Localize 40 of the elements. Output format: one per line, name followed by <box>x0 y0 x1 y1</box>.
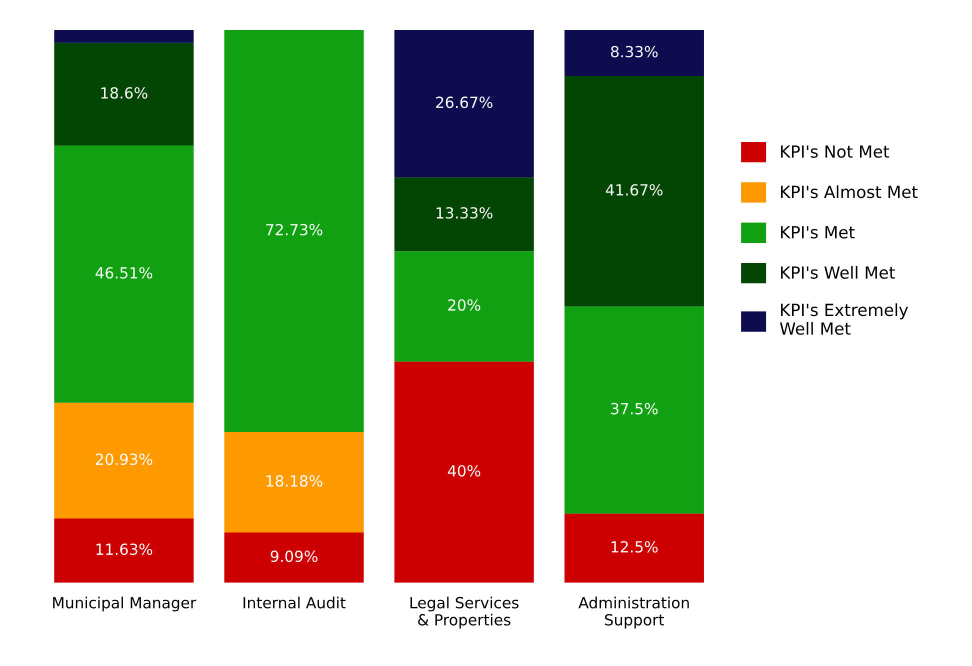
data-label: 20.93% <box>96 453 152 466</box>
data-label: 37.5% <box>611 402 658 414</box>
data-label: 20% <box>448 299 480 311</box>
bar <box>564 306 704 514</box>
x-tick-label: Municipal Manager <box>53 596 196 612</box>
bar <box>394 251 534 362</box>
bar <box>54 146 194 403</box>
data-label: 41.67% <box>606 184 663 196</box>
x-tick-label: Internal Audit <box>244 596 346 608</box>
bar <box>394 362 534 583</box>
bar <box>224 30 364 432</box>
legend-label: KPI's Almost Met <box>781 185 918 198</box>
data-label: 18.18% <box>266 475 322 487</box>
data-label: 46.51% <box>96 267 152 279</box>
bar <box>54 402 194 518</box>
data-label: 18.6% <box>101 87 148 99</box>
legend-label: KPI's Extremely Well Met <box>780 303 908 335</box>
data-label: 11.63% <box>96 543 152 556</box>
legend-label: KPI's Not Met <box>781 145 890 158</box>
bar <box>54 30 194 43</box>
bar <box>564 76 704 306</box>
bar <box>224 532 364 583</box>
data-label: 12.5% <box>612 541 658 553</box>
x-tick-label: Legal Services & Properties <box>410 596 518 629</box>
bar <box>394 177 534 252</box>
data-label: 9.09% <box>270 550 318 562</box>
data-label: 26.67% <box>436 96 492 108</box>
data-label: 8.33% <box>611 46 658 58</box>
data-label: 13.33% <box>436 207 492 219</box>
data-label: 72.73% <box>266 224 322 236</box>
bar <box>54 518 194 583</box>
legend-label: KPI's Met <box>781 226 855 239</box>
data-label: 40% <box>448 465 480 477</box>
x-tick-label: Administration Support <box>578 596 689 629</box>
bar <box>54 42 194 146</box>
bar <box>394 30 534 178</box>
bar <box>224 432 364 532</box>
bar <box>564 514 704 583</box>
legend-label: KPI's Well Met <box>781 266 895 279</box>
bar <box>564 30 704 76</box>
